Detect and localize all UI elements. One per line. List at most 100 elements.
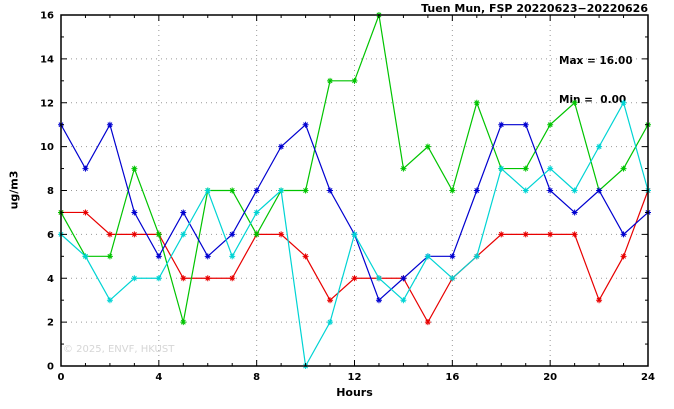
series-green-marker [473, 99, 480, 106]
series-blue-marker [155, 253, 162, 260]
series-cyan-marker [449, 275, 456, 282]
series-blue-marker [522, 121, 529, 128]
series-green-marker [449, 187, 456, 194]
x-tick-label: 4 [155, 372, 162, 383]
series-green-marker [522, 165, 529, 172]
series-cyan-marker [253, 209, 260, 216]
series-cyan-marker [473, 253, 480, 260]
series-blue-marker [473, 187, 480, 194]
series-cyan-marker [596, 143, 603, 150]
series-cyan-marker [498, 165, 505, 172]
series-cyan-marker [229, 253, 236, 260]
series-blue-marker [400, 275, 407, 282]
series-green-marker [351, 77, 358, 84]
series-cyan-marker [547, 165, 554, 172]
series-blue-marker [106, 121, 113, 128]
series-green-marker [547, 121, 554, 128]
series-red-marker [351, 275, 358, 282]
series-green-marker [400, 165, 407, 172]
series-green-marker [180, 319, 187, 326]
series-cyan-marker [155, 275, 162, 282]
series-cyan-marker [424, 253, 431, 260]
y-tick-label: 4 [47, 274, 54, 285]
series-blue-marker [204, 253, 211, 260]
series-green-marker [229, 187, 236, 194]
x-axis-label: Hours [336, 386, 373, 399]
series-green-marker [620, 165, 627, 172]
series-blue-marker [596, 187, 603, 194]
series-blue-marker [327, 187, 334, 194]
series-red-marker [327, 297, 334, 304]
series-cyan-marker [131, 275, 138, 282]
series-cyan-marker [204, 187, 211, 194]
series-green-marker [155, 231, 162, 238]
x-tick-label: 0 [58, 372, 65, 383]
series-red-marker [106, 231, 113, 238]
series-blue-marker [375, 297, 382, 304]
series-cyan-marker [620, 99, 627, 106]
series-red-marker [596, 297, 603, 304]
series-green-marker [327, 77, 334, 84]
series-cyan-marker [571, 187, 578, 194]
y-tick-label: 14 [40, 54, 54, 65]
series-green-marker [571, 99, 578, 106]
series-red-marker [522, 231, 529, 238]
x-tick-label: 16 [445, 372, 459, 383]
series-red-marker [620, 253, 627, 260]
series-red-marker [204, 275, 211, 282]
series-cyan-marker [400, 297, 407, 304]
series-blue-marker [620, 231, 627, 238]
series-red-marker [302, 253, 309, 260]
watermark: © 2025, ENVF, HKUST [63, 344, 175, 355]
series-red-marker [229, 275, 236, 282]
series-green-marker [424, 143, 431, 150]
y-tick-label: 0 [47, 362, 54, 373]
y-tick-label: 2 [47, 318, 54, 329]
series-cyan-marker [106, 297, 113, 304]
series-blue-marker [253, 187, 260, 194]
y-tick-label: 16 [40, 11, 54, 22]
max-value: Max = 16.00 [559, 55, 633, 67]
series-red-marker [180, 275, 187, 282]
x-tick-label: 12 [348, 372, 362, 383]
series-blue-marker [449, 253, 456, 260]
series-blue-marker [278, 143, 285, 150]
series-green-marker [302, 187, 309, 194]
series-cyan-marker [278, 187, 285, 194]
series-cyan-marker [375, 275, 382, 282]
series-blue-marker [82, 165, 89, 172]
series-blue-marker [302, 121, 309, 128]
series-red-marker [82, 209, 89, 216]
series-cyan-marker [522, 187, 529, 194]
series-red-marker [131, 231, 138, 238]
series-cyan-marker [180, 231, 187, 238]
y-tick-label: 8 [47, 186, 54, 197]
series-green-marker [106, 253, 113, 260]
series-cyan-marker [351, 231, 358, 238]
series-cyan-marker [82, 253, 89, 260]
series-blue-marker [131, 209, 138, 216]
chart-title: Tuen Mun, FSP 20220623−20220626 [421, 2, 648, 15]
x-tick-label: 20 [543, 372, 557, 383]
series-blue-marker [229, 231, 236, 238]
series-blue-marker [180, 209, 187, 216]
series-blue-line [60, 123, 649, 302]
y-tick-label: 6 [47, 230, 54, 241]
series-blue-marker [571, 209, 578, 216]
series-cyan-marker [327, 319, 334, 326]
x-tick-label: 24 [641, 372, 655, 383]
series-red-marker [424, 319, 431, 326]
series-red-marker [547, 231, 554, 238]
y-tick-label: 12 [40, 98, 54, 109]
series-red-marker [278, 231, 285, 238]
series-green-marker [253, 231, 260, 238]
x-tick-label: 8 [253, 372, 260, 383]
series-red-marker [498, 231, 505, 238]
y-tick-label: 10 [40, 142, 54, 153]
series-blue-marker [547, 187, 554, 194]
series-red-marker [571, 231, 578, 238]
series-blue-marker [498, 121, 505, 128]
series-green-marker [131, 165, 138, 172]
